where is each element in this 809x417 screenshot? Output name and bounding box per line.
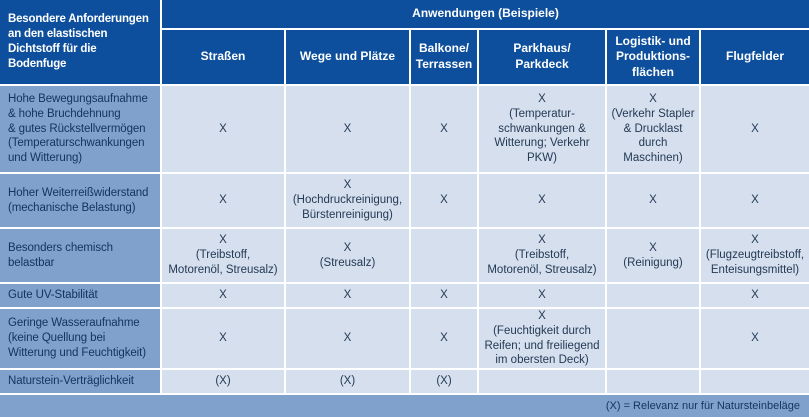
table-cell: X (162, 309, 284, 368)
table-cell: X (411, 174, 477, 227)
column-header-wege-und-plaetze: Wege und Plätze (286, 30, 409, 84)
table-cell: X (Reinigung) (607, 229, 699, 282)
row-label-chemisch-belastbar: Besonders chemisch belastbar (0, 229, 160, 282)
footnote: (X) = Relevanz nur für Natursteinbeläge (0, 395, 809, 417)
table-cell: (X) (162, 370, 284, 393)
table-cell: X (479, 174, 605, 227)
table-cell (607, 284, 699, 307)
table-cell: X (701, 284, 809, 307)
table-cell: X (Flugzeugtreibstoff, Enteisungsmittel) (701, 229, 809, 282)
column-header-flugfelder: Flugfelder (701, 30, 809, 84)
table-cell: X (162, 174, 284, 227)
table-cell: X (Verkehr Stapler & Drucklast durch Mas… (607, 86, 699, 172)
table-cell: X (Treibstoff, Motorenöl, Streusalz) (479, 229, 605, 282)
table-cell: X (Streusalz) (286, 229, 409, 282)
table-cell (701, 370, 809, 393)
table-cell: X (701, 309, 809, 368)
table-cell (479, 370, 605, 393)
row-label-uv-stabilitaet: Gute UV-Stabilität (0, 284, 160, 307)
table-cell: X (162, 86, 284, 172)
corner-header: Besondere Anforderungen an den elastisch… (0, 0, 160, 84)
table-cell: X (701, 174, 809, 227)
table-cell: X (411, 309, 477, 368)
column-header-logistik-produktionsflaechen: Logistik- und Produktions- flächen (607, 30, 699, 84)
column-header-parkhaus-parkdeck: Parkhaus/ Parkdeck (479, 30, 605, 84)
table-cell: X (Temperatur- schwankungen & Witterung;… (479, 86, 605, 172)
column-header-balkone-terrassen: Balkone/ Terrassen (411, 30, 477, 84)
row-label-bewegungsaufnahme: Hohe Bewegungsaufnahme & hohe Bruchdehnu… (0, 86, 160, 172)
row-label-naturstein-vertraeglichkeit: Naturstein-Verträglichkeit (0, 370, 160, 393)
table-cell (607, 309, 699, 368)
table-cell: X (411, 86, 477, 172)
column-header-strassen: Straßen (162, 30, 284, 84)
table-cell: X (286, 86, 409, 172)
table-cell (411, 229, 477, 282)
table-cell: X (Feuchtigkeit durch Reifen; und freili… (479, 309, 605, 368)
table-cell (607, 370, 699, 393)
row-label-wasseraufnahme: Geringe Wasseraufnahme (keine Quellung b… (0, 309, 160, 368)
table-cell: X (286, 284, 409, 307)
table-cell: X (162, 284, 284, 307)
table-cell: X (479, 284, 605, 307)
table-cell: X (607, 174, 699, 227)
table-cell: X (701, 86, 809, 172)
group-header: Anwendungen (Beispiele) (162, 0, 809, 28)
row-label-weiterreisswiderstand: Hoher Weiterreißwiderstand (mechanische … (0, 174, 160, 227)
table-cell: X (411, 284, 477, 307)
table-cell: (X) (411, 370, 477, 393)
table-cell: X (286, 309, 409, 368)
requirements-applications-table: Besondere Anforderungen an den elastisch… (0, 0, 809, 393)
table-cell: X (Hochdruckreinigung, Bürstenreinigung) (286, 174, 409, 227)
table-cell: (X) (286, 370, 409, 393)
table-cell: X (Treibstoff, Motorenöl, Streusalz) (162, 229, 284, 282)
